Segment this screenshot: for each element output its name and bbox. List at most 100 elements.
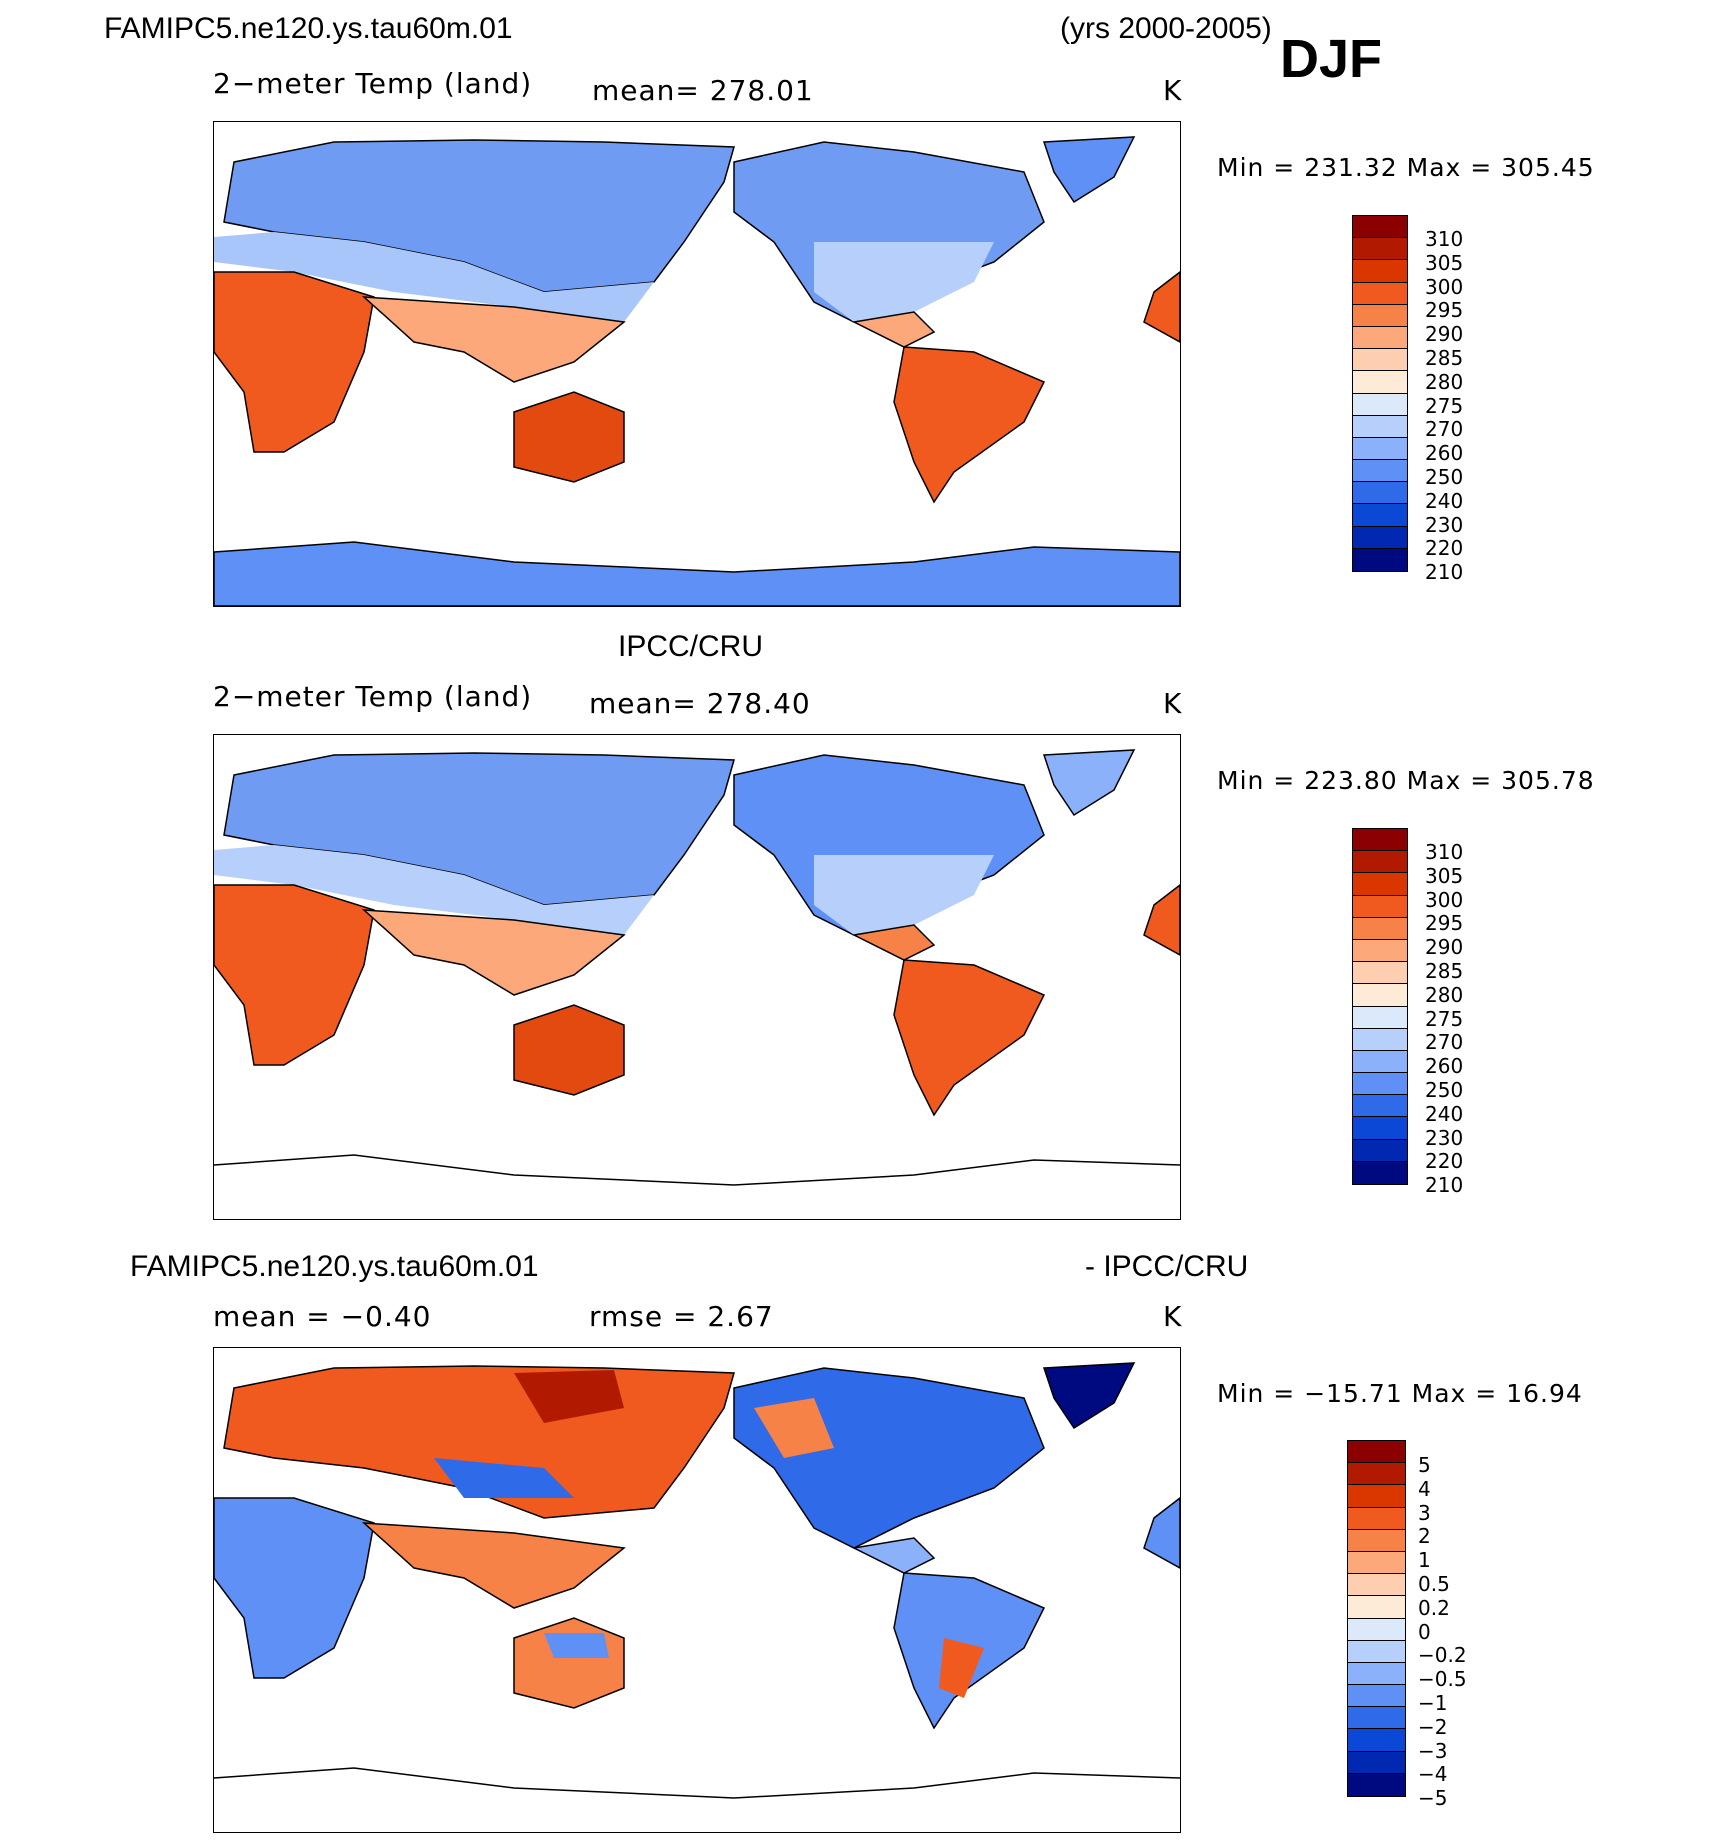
panel3-title-right: - IPCC/CRU xyxy=(1085,1250,1249,1283)
colorbar-swatch xyxy=(1348,1551,1405,1575)
colorbar-tick-label: 270 xyxy=(1425,1030,1464,1055)
colorbar-tick-label: 240 xyxy=(1425,1101,1464,1126)
colorbar-swatch xyxy=(1353,393,1407,416)
colorbar-tick-label: 220 xyxy=(1425,536,1464,561)
colorbar-tick-label: 295 xyxy=(1425,911,1464,936)
colorbar-tick-label: −0.2 xyxy=(1418,1643,1467,1668)
colorbar-swatch xyxy=(1353,1095,1407,1118)
colorbar-swatch xyxy=(1348,1485,1405,1508)
panel3-units: K xyxy=(1163,1300,1183,1333)
colorbar-swatch xyxy=(1353,526,1407,549)
panel3-rmse: rmse = 2.67 xyxy=(589,1300,774,1333)
colorbar-swatch xyxy=(1353,371,1407,394)
panel1-minmax: Min = 231.32 Max = 305.45 xyxy=(1217,153,1595,182)
colorbar-tick-label: 280 xyxy=(1425,369,1464,394)
panel1-colorbar xyxy=(1352,215,1408,572)
season-label: DJF xyxy=(1280,29,1383,89)
colorbar-swatch xyxy=(1353,984,1407,1007)
case-title: FAMIPC5.ne120.ys.tau60m.01 xyxy=(104,12,513,45)
colorbar-tick-label: 1 xyxy=(1418,1548,1431,1573)
panel2-colorbar xyxy=(1352,828,1408,1185)
colorbar-swatch xyxy=(1353,548,1407,571)
panel2-variable: 2−meter Temp (land) xyxy=(213,680,533,713)
colorbar-tick-label: 230 xyxy=(1425,1125,1464,1150)
colorbar-tick-label: 2 xyxy=(1418,1524,1431,1549)
colorbar-swatch xyxy=(1348,1707,1405,1730)
panel3-map xyxy=(213,1347,1181,1833)
colorbar-tick-label: −4 xyxy=(1418,1762,1448,1787)
observed-temperature-map xyxy=(214,749,1180,1186)
colorbar-swatch xyxy=(1353,482,1407,505)
colorbar-swatch xyxy=(1353,437,1407,461)
colorbar-swatch xyxy=(1353,216,1407,239)
colorbar-swatch xyxy=(1348,1596,1405,1619)
colorbar-swatch xyxy=(1353,1050,1407,1074)
colorbar-swatch xyxy=(1348,1685,1405,1708)
colorbar-swatch xyxy=(1353,349,1407,372)
years-label: (yrs 2000-2005) xyxy=(1060,12,1272,45)
colorbar-tick-label: 290 xyxy=(1425,322,1464,347)
colorbar-swatch xyxy=(1353,260,1407,283)
colorbar-tick-label: 0.2 xyxy=(1418,1595,1450,1620)
colorbar-swatch xyxy=(1353,1161,1407,1184)
colorbar-swatch xyxy=(1353,917,1407,940)
panel3-colorbar xyxy=(1347,1440,1406,1797)
colorbar-swatch xyxy=(1353,895,1407,918)
colorbar-tick-label: −2 xyxy=(1418,1714,1448,1739)
colorbar-tick-label: 250 xyxy=(1425,1077,1464,1102)
colorbar-swatch xyxy=(1353,851,1407,874)
colorbar-swatch xyxy=(1348,1441,1405,1464)
colorbar-swatch xyxy=(1348,1507,1405,1530)
panel3-colorbar-ticks: 5 4 3 2 1 0.5 0.2 0 −0.2 −0.5 −1 −2 −3 −4 −5 xyxy=(1418,1453,1467,1811)
colorbar-tick-label: 3 xyxy=(1418,1500,1431,1525)
colorbar-swatch xyxy=(1348,1529,1405,1552)
colorbar-tick-label: 300 xyxy=(1425,887,1464,912)
colorbar-swatch xyxy=(1348,1640,1405,1663)
colorbar-tick-label: 0 xyxy=(1418,1619,1431,1644)
colorbar-tick-label: 250 xyxy=(1425,464,1464,489)
colorbar-swatch xyxy=(1353,504,1407,527)
colorbar-swatch xyxy=(1353,415,1407,438)
panel3-minmax: Min = −15.71 Max = 16.94 xyxy=(1217,1379,1583,1408)
colorbar-tick-label: 230 xyxy=(1425,512,1464,537)
colorbar-swatch xyxy=(1353,1117,1407,1140)
colorbar-swatch xyxy=(1353,1139,1407,1162)
colorbar-tick-label: 4 xyxy=(1418,1476,1431,1501)
colorbar-tick-label: −3 xyxy=(1418,1738,1448,1763)
difference-map xyxy=(214,1362,1180,1799)
colorbar-swatch xyxy=(1348,1729,1405,1752)
colorbar-tick-label: 220 xyxy=(1425,1149,1464,1174)
colorbar-swatch xyxy=(1353,304,1407,327)
colorbar-tick-label: 275 xyxy=(1425,1006,1464,1031)
panel2-minmax: Min = 223.80 Max = 305.78 xyxy=(1217,766,1595,795)
colorbar-tick-label: 275 xyxy=(1425,393,1464,418)
panel1-variable: 2−meter Temp (land) xyxy=(213,67,533,100)
colorbar-tick-label: −0.5 xyxy=(1418,1667,1467,1692)
colorbar-tick-label: 305 xyxy=(1425,250,1464,275)
colorbar-swatch xyxy=(1353,1006,1407,1029)
colorbar-tick-label: 240 xyxy=(1425,488,1464,513)
panel1-units: K xyxy=(1163,74,1183,107)
colorbar-swatch xyxy=(1353,282,1407,305)
colorbar-swatch xyxy=(1353,829,1407,852)
panel2-colorbar-ticks: 310 305 300 295 290 285 280 275 270 260 250 240 230 2… xyxy=(1425,840,1464,1198)
colorbar-tick-label: 5 xyxy=(1418,1453,1431,1477)
colorbar-swatch xyxy=(1353,962,1407,985)
colorbar-tick-label: 290 xyxy=(1425,935,1464,960)
colorbar-swatch xyxy=(1348,1662,1405,1686)
panel2-units: K xyxy=(1163,687,1183,720)
colorbar-tick-label: 310 xyxy=(1425,840,1464,864)
panel2-mean: mean= 278.40 xyxy=(589,687,811,720)
colorbar-swatch xyxy=(1353,939,1407,963)
colorbar-tick-label: 270 xyxy=(1425,417,1464,442)
colorbar-swatch xyxy=(1353,873,1407,896)
colorbar-swatch xyxy=(1353,326,1407,350)
colorbar-tick-label: 280 xyxy=(1425,982,1464,1007)
model-temperature-map xyxy=(214,136,1180,606)
colorbar-tick-label: 310 xyxy=(1425,227,1464,251)
colorbar-tick-label: 0.5 xyxy=(1418,1571,1450,1596)
panel1-colorbar-ticks: 310 305 300 295 290 285 280 275 270 260 250 240 230 2… xyxy=(1425,227,1464,585)
colorbar-tick-label: 260 xyxy=(1425,1054,1464,1079)
colorbar-tick-label: 210 xyxy=(1425,560,1464,585)
panel1-map xyxy=(213,121,1181,607)
